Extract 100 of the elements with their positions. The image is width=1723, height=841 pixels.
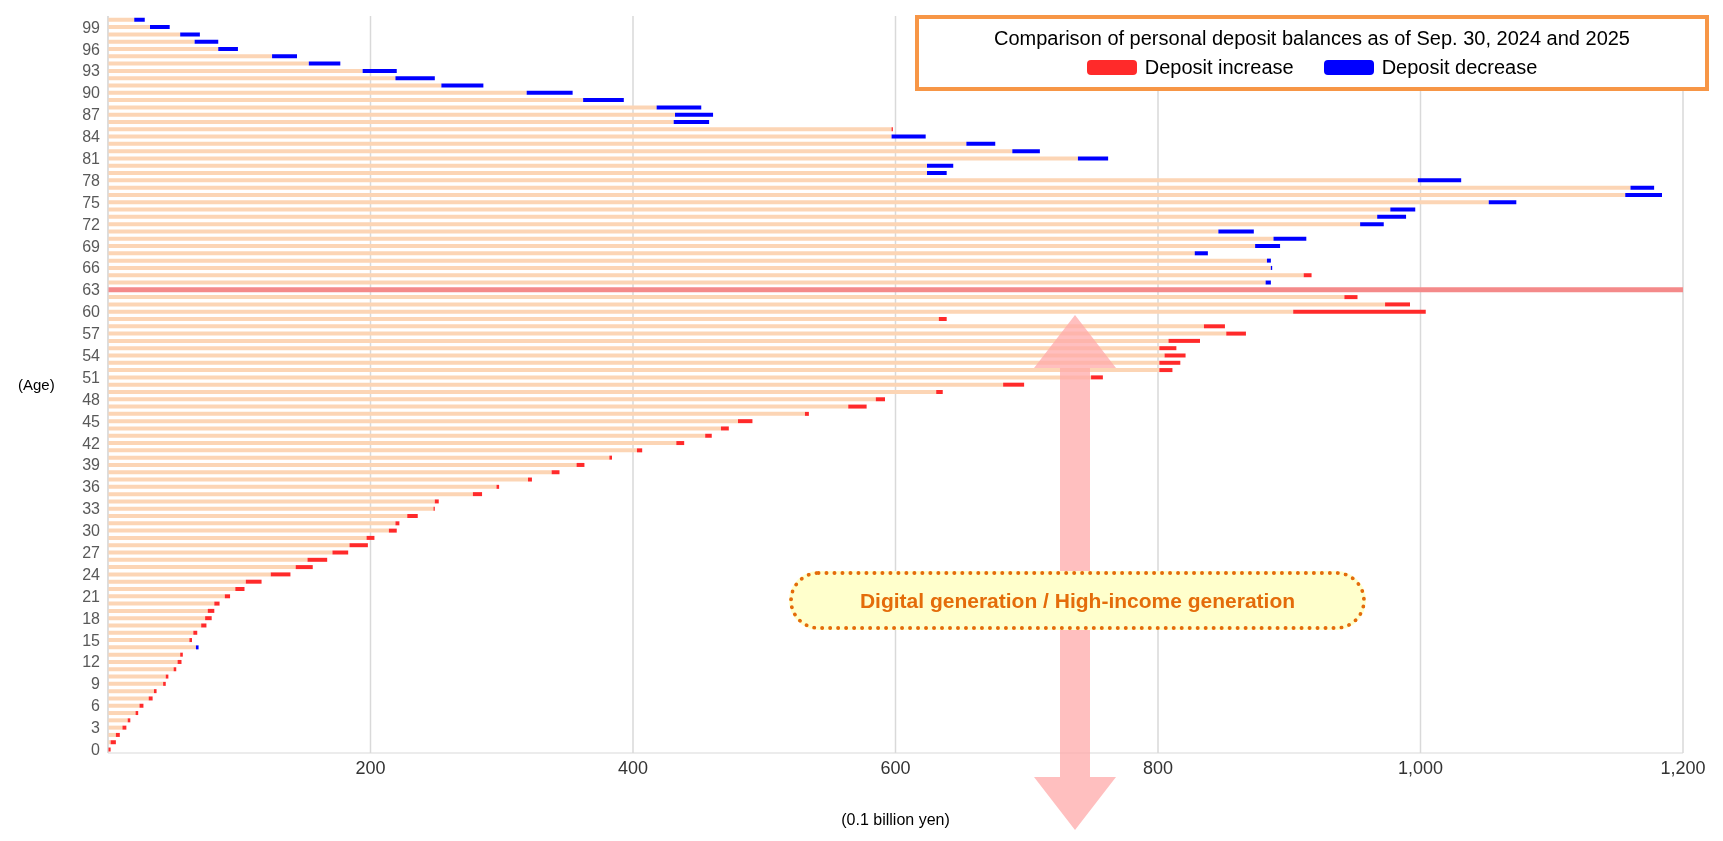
bar: [938, 317, 947, 321]
bar: [108, 134, 892, 139]
bar: [308, 61, 341, 66]
x-tick-label: 800: [1142, 757, 1174, 778]
bar: [1012, 149, 1040, 154]
bar: [108, 572, 271, 577]
y-tick-label: 81: [82, 149, 101, 167]
bar: [1344, 295, 1358, 300]
bar: [108, 338, 1169, 343]
x-tick-label: 600: [880, 757, 911, 778]
bar: [407, 514, 418, 519]
bar: [108, 550, 333, 555]
y-tick-label: 12: [82, 653, 101, 671]
bar: [108, 368, 1160, 373]
bar: [108, 331, 1227, 336]
bar: [108, 674, 166, 679]
y-tick-label: 51: [82, 368, 101, 386]
bar: [108, 54, 273, 59]
y-tick-label: 93: [82, 62, 101, 80]
x-tick-label: 200: [355, 757, 386, 778]
bar: [201, 623, 207, 628]
legend-label: Deposit decrease: [1381, 56, 1538, 79]
bar: [675, 112, 714, 117]
y-tick-label: 54: [82, 346, 101, 364]
bar: [673, 119, 710, 124]
bar: [108, 477, 528, 482]
y-tick-label: 27: [82, 544, 101, 562]
y-tick-label: 42: [82, 434, 101, 452]
y-axis-title: (Age): [18, 375, 55, 393]
bar: [108, 156, 1078, 161]
bar: [108, 324, 1204, 329]
bar: [108, 90, 527, 95]
bar: [332, 550, 349, 555]
bar: [108, 171, 927, 176]
bar: [108, 623, 202, 628]
bar: [272, 54, 297, 59]
bar: [1159, 368, 1173, 373]
bar: [472, 492, 483, 497]
bar: [1303, 273, 1312, 278]
y-tick-label: 36: [82, 478, 101, 496]
bar: [195, 645, 199, 650]
x-tick-label: 1,000: [1397, 757, 1444, 778]
bar: [108, 586, 236, 591]
y-tick-label: 45: [82, 412, 101, 430]
bar: [163, 681, 166, 686]
y-tick-label: 63: [82, 281, 101, 299]
bar: [108, 353, 1165, 358]
bar: [108, 273, 1304, 278]
bar: [108, 725, 123, 730]
bar: [108, 25, 150, 30]
bar: [1091, 375, 1103, 380]
bar: [214, 601, 220, 606]
bar: [395, 521, 400, 526]
bar: [108, 149, 1013, 154]
bar: [134, 17, 145, 22]
bar: [108, 535, 367, 540]
bar: [1360, 222, 1384, 227]
bar: [194, 39, 219, 44]
bar: [108, 200, 1489, 205]
y-tick-label: 90: [82, 84, 101, 102]
bar: [193, 630, 198, 635]
bar: [108, 711, 136, 716]
bar: [108, 455, 610, 460]
bar: [108, 47, 219, 52]
bar: [1218, 229, 1254, 234]
bar: [108, 17, 135, 22]
bar: [1417, 178, 1462, 183]
bar: [526, 90, 573, 95]
bar: [108, 426, 721, 431]
y-tick-label: 33: [82, 500, 101, 518]
bar: [108, 244, 1256, 249]
bar: [235, 586, 245, 591]
x-axis-title: (0.1 billion yen): [841, 811, 950, 828]
bar: [108, 433, 706, 438]
bar: [551, 470, 560, 475]
bar: [108, 389, 937, 394]
bar: [108, 185, 1631, 190]
bar: [720, 426, 729, 431]
bar: [180, 652, 183, 657]
bar: [150, 25, 170, 30]
bar: [108, 265, 1271, 270]
bar: [189, 638, 192, 643]
bar: [108, 119, 674, 124]
bar: [108, 703, 140, 708]
bar: [1390, 207, 1416, 212]
bar: [1273, 236, 1307, 241]
bar: [108, 309, 1294, 314]
bar: [108, 521, 396, 526]
y-tick-label: 3: [91, 719, 101, 737]
y-tick-label: 24: [82, 565, 101, 583]
bar: [804, 411, 809, 416]
y-tick-label: 69: [82, 237, 101, 255]
bar: [207, 608, 215, 613]
bar: [966, 141, 996, 146]
bar: [1194, 251, 1208, 256]
bar: [108, 579, 246, 584]
y-tick-label: 18: [82, 609, 101, 627]
bar: [108, 667, 174, 672]
bar: [295, 565, 313, 570]
y-tick-label: 60: [82, 303, 101, 321]
